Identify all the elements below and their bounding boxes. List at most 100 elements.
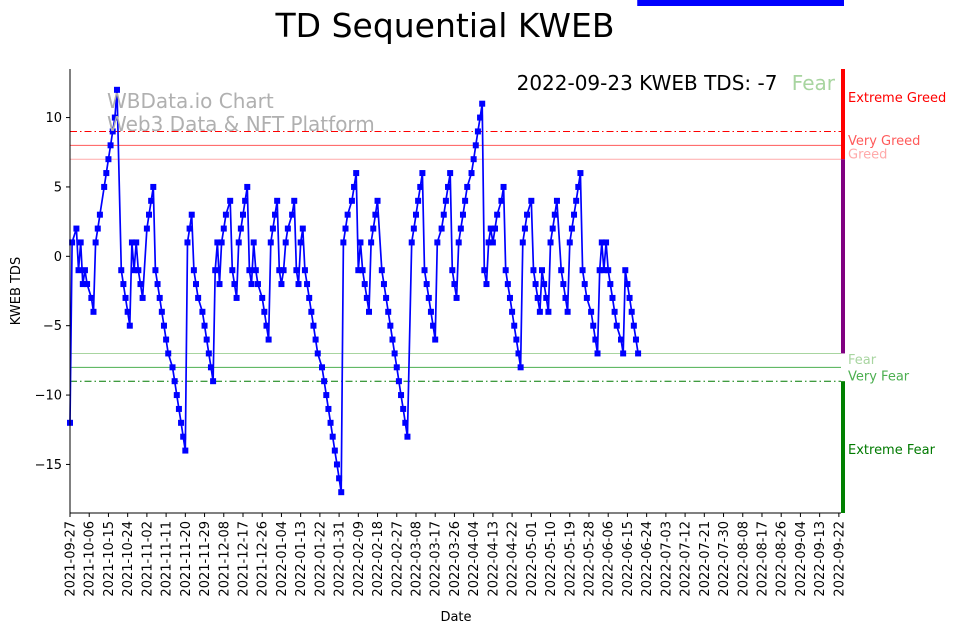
data-point [453, 294, 460, 301]
data-point [207, 364, 214, 371]
data-point [178, 419, 185, 426]
data-point [203, 336, 210, 343]
data-point [231, 281, 238, 288]
data-point [242, 197, 249, 204]
x-tick-label: 2022-01-13 [294, 521, 309, 597]
x-tick-label: 2021-10-24 [121, 521, 136, 597]
x-tick-label: 2021-11-20 [179, 521, 194, 597]
watermark-line-1: WBData.io Chart [107, 89, 274, 113]
data-point [150, 183, 157, 190]
data-point [180, 433, 187, 440]
data-point [618, 336, 625, 343]
data-point [415, 197, 422, 204]
data-point [195, 294, 202, 301]
data-point [425, 294, 432, 301]
data-point [366, 308, 373, 315]
data-point [342, 225, 349, 232]
data-point [267, 239, 274, 246]
x-tick-label: 2021-11-11 [160, 521, 175, 597]
data-point [156, 294, 163, 301]
data-point [306, 294, 313, 301]
data-point [793, 0, 800, 6]
level-label-extreme-fear: Extreme Fear [848, 443, 936, 458]
data-point [590, 322, 597, 329]
data-point [632, 336, 639, 343]
data-point [190, 267, 197, 274]
data-point [363, 294, 370, 301]
data-point [137, 281, 144, 288]
data-point [293, 267, 300, 274]
data-point [216, 281, 223, 288]
data-point [154, 281, 161, 288]
data-point [635, 350, 642, 357]
data-point [173, 392, 180, 399]
data-point [421, 267, 428, 274]
data-point [451, 281, 458, 288]
x-tick-label: 2022-06-24 [640, 521, 655, 597]
data-point [588, 308, 595, 315]
x-tick-label: 2022-05-01 [525, 521, 540, 597]
data-point [222, 211, 229, 218]
data-point [227, 197, 234, 204]
data-point [235, 239, 242, 246]
data-point [380, 281, 387, 288]
data-point [175, 405, 182, 412]
data-point [464, 183, 471, 190]
y-tick-label: 5 [54, 180, 62, 195]
data-point [120, 281, 127, 288]
data-point [558, 267, 565, 274]
data-point [370, 225, 377, 232]
data-point [254, 281, 261, 288]
data-point [284, 225, 291, 232]
level-label-very-greed: Very Greed [848, 134, 920, 149]
data-point [534, 294, 541, 301]
data-point [389, 336, 396, 343]
data-point [598, 239, 605, 246]
data-point [291, 197, 298, 204]
data-point [295, 281, 302, 288]
data-point [517, 364, 524, 371]
data-point [502, 267, 509, 274]
data-point [564, 308, 571, 315]
data-point [75, 267, 82, 274]
x-tick-label: 2022-02-27 [390, 521, 405, 597]
data-point [566, 239, 573, 246]
data-point [163, 336, 170, 343]
data-point [69, 239, 76, 246]
x-axis-label: Date [440, 610, 471, 625]
data-point [603, 239, 610, 246]
data-point [521, 225, 528, 232]
data-point [128, 239, 135, 246]
data-point [193, 281, 200, 288]
data-point [494, 211, 501, 218]
data-point [212, 267, 219, 274]
x-tick-label: 2022-05-28 [582, 521, 597, 597]
data-point [607, 281, 614, 288]
data-point [398, 392, 405, 399]
data-point [434, 239, 441, 246]
data-point [152, 267, 159, 274]
data-point [184, 239, 191, 246]
level-label-greed: Greed [848, 148, 887, 163]
data-point [400, 405, 407, 412]
data-point [246, 267, 253, 274]
data-point [609, 294, 616, 301]
sentiment-bar-segment-1 [841, 159, 845, 354]
data-point [88, 294, 95, 301]
data-point [289, 211, 296, 218]
data-point [301, 267, 308, 274]
data-point [321, 378, 328, 385]
data-point [477, 114, 484, 121]
data-point [459, 211, 466, 218]
data-point [592, 336, 599, 343]
data-point [387, 322, 394, 329]
data-point [210, 378, 217, 385]
data-point [81, 267, 88, 274]
data-point [500, 183, 507, 190]
data-point [372, 211, 379, 218]
data-point [165, 350, 172, 357]
x-tick-label: 2021-10-15 [102, 521, 117, 597]
data-point [383, 294, 390, 301]
